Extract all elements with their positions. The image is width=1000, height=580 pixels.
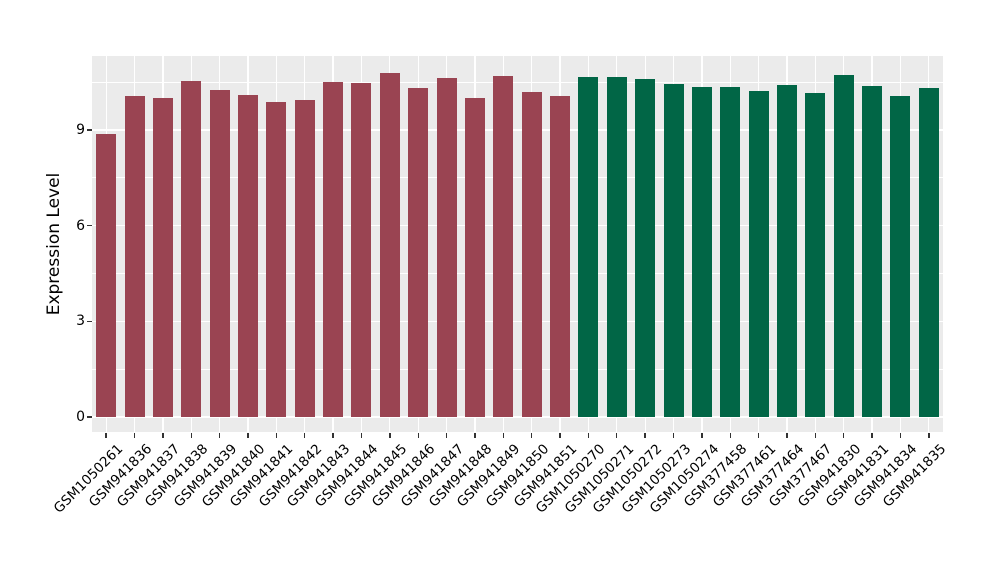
y-tick-label: 0 bbox=[76, 409, 85, 425]
bar-GSM941836 bbox=[124, 96, 145, 417]
bar-GSM941849 bbox=[493, 76, 514, 417]
x-tick-mark bbox=[162, 433, 164, 438]
x-tick-mark bbox=[701, 433, 703, 438]
x-tick-mark bbox=[672, 433, 675, 438]
bar-GSM941846 bbox=[408, 88, 429, 417]
bar-GSM941838 bbox=[181, 81, 202, 417]
x-tick-mark bbox=[814, 433, 817, 438]
x-tick-mark bbox=[218, 433, 221, 438]
x-tick-mark bbox=[445, 433, 448, 438]
bar-GSM377467 bbox=[805, 92, 826, 417]
gridline-major bbox=[92, 416, 943, 418]
gridline-major bbox=[92, 224, 943, 227]
bar-GSM377461 bbox=[748, 91, 769, 417]
x-tick-mark bbox=[190, 433, 192, 438]
x-tick-mark bbox=[729, 433, 731, 438]
gridline-minor bbox=[92, 273, 943, 274]
bar-GSM377458 bbox=[720, 87, 741, 417]
bar-GSM941834 bbox=[890, 96, 911, 417]
x-tick-mark bbox=[304, 433, 306, 438]
x-tick-mark bbox=[871, 433, 873, 438]
x-tick-mark bbox=[105, 433, 107, 438]
x-tick-mark bbox=[757, 433, 760, 438]
bar-GSM941844 bbox=[351, 83, 372, 417]
x-tick-mark bbox=[786, 433, 788, 438]
x-tick-mark bbox=[275, 433, 278, 438]
x-tick-mark bbox=[899, 433, 902, 438]
x-tick-mark bbox=[474, 433, 476, 438]
bar-GSM1050261 bbox=[96, 134, 117, 417]
x-tick-mark bbox=[389, 433, 391, 438]
bar-GSM941848 bbox=[464, 98, 485, 417]
y-axis-title: Expression Level bbox=[44, 172, 64, 316]
bar-GSM941850 bbox=[521, 92, 542, 417]
bar-GSM941843 bbox=[323, 82, 344, 417]
y-tick-mark bbox=[87, 129, 92, 131]
bar-GSM941841 bbox=[266, 102, 287, 417]
y-tick-mark bbox=[87, 320, 92, 323]
x-tick-mark bbox=[332, 433, 334, 438]
bar-GSM941842 bbox=[294, 100, 315, 417]
bar-GSM377464 bbox=[776, 85, 797, 417]
x-tick-mark bbox=[587, 433, 590, 438]
x-tick-mark bbox=[843, 433, 845, 438]
bar-GSM941851 bbox=[550, 96, 571, 417]
x-tick-mark bbox=[559, 433, 561, 438]
gridline-major bbox=[92, 129, 943, 131]
gridline-minor bbox=[92, 81, 943, 83]
bar-GSM1050270 bbox=[578, 77, 599, 417]
bar-GSM941839 bbox=[209, 90, 230, 417]
y-tick-label: 6 bbox=[76, 217, 85, 234]
x-tick-mark bbox=[928, 433, 930, 438]
x-tick-mark bbox=[530, 433, 533, 438]
bar-GSM1050272 bbox=[635, 78, 656, 417]
bar-GSM941847 bbox=[436, 78, 457, 417]
bar-GSM1050271 bbox=[606, 77, 627, 417]
bar-GSM941837 bbox=[152, 98, 173, 417]
gridline-minor bbox=[92, 368, 943, 370]
gridline-major bbox=[92, 320, 943, 323]
x-tick-mark bbox=[247, 433, 249, 438]
bar-GSM941845 bbox=[379, 73, 400, 417]
x-tick-mark bbox=[644, 433, 646, 438]
y-tick-mark bbox=[87, 416, 92, 418]
bar-GSM941831 bbox=[862, 85, 883, 417]
x-tick-mark bbox=[417, 433, 419, 438]
y-tick-mark bbox=[87, 224, 92, 227]
x-tick-mark bbox=[360, 433, 363, 438]
x-tick-mark bbox=[133, 433, 136, 438]
plot-panel bbox=[92, 56, 943, 432]
x-tick-mark bbox=[616, 433, 618, 438]
bar-GSM1050273 bbox=[663, 84, 684, 417]
y-tick-label: 9 bbox=[76, 121, 85, 138]
bar-GSM1050274 bbox=[691, 87, 712, 417]
bar-GSM941835 bbox=[918, 88, 939, 417]
bar-GSM941830 bbox=[833, 75, 854, 417]
bar-GSM941840 bbox=[238, 95, 259, 417]
x-tick-mark bbox=[502, 433, 504, 438]
gridline-minor bbox=[92, 177, 943, 179]
y-tick-label: 3 bbox=[76, 313, 85, 330]
